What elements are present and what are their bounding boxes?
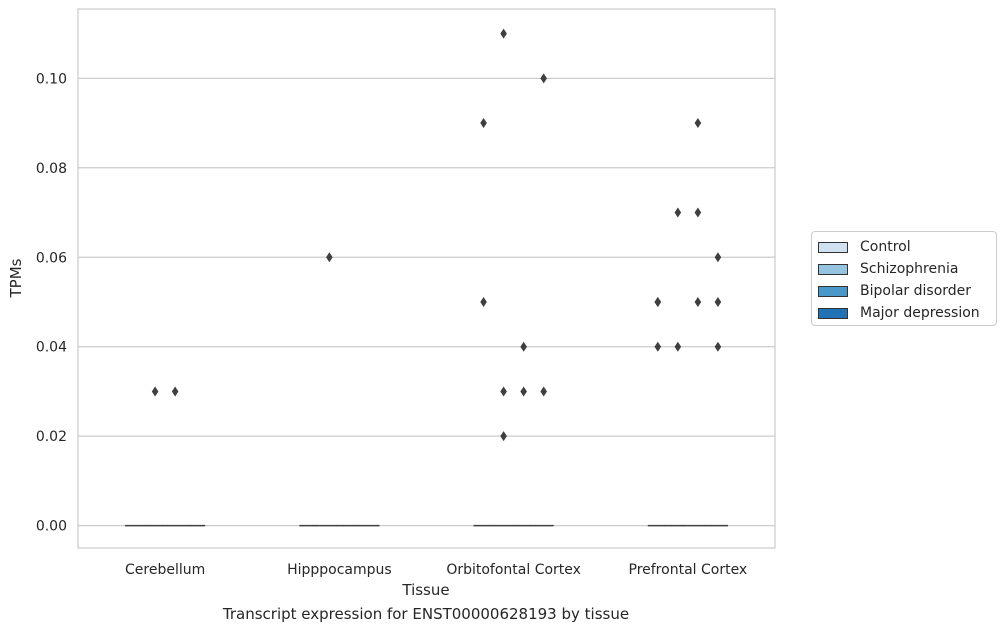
legend-item-control: Control [818,236,990,258]
x-axis-label: Tissue [401,581,449,599]
legend-label-bipolar-disorder: Bipolar disorder [860,283,972,299]
legend-label-major-depression: Major depression [860,305,980,321]
gridlines [78,77,775,527]
outlier-point [326,252,333,263]
legend-label-schizophrenia: Schizophrenia [860,261,959,277]
outlier-point [520,386,527,397]
outlier-point [694,296,702,307]
outlier-point [480,296,487,307]
y-tick-label: 0.04 [36,340,67,356]
outlier-point [540,386,547,397]
legend-swatch-major-depression [818,307,848,319]
legend-swatch-bipolar-disorder [818,285,848,297]
legend-label-control: Control [860,239,911,255]
y-tick-label: 0.08 [36,161,67,177]
outlier-point [654,341,662,352]
plot-frame [77,8,776,549]
outlier-point [694,118,702,129]
outlier-point [714,252,722,263]
outlier-point [694,207,702,218]
outlier-point [540,73,547,84]
y-axis-label: TPMs [7,258,25,298]
outlier-point [714,296,722,307]
x-tick-label: Prefrontal Cortex [629,562,748,578]
outlier-point [674,207,682,218]
x-tick-labels: Cerebellum Hipppocampus Orbitofontal Corte… [125,562,747,578]
x-tick-label: Orbitofontal Cortex [446,562,581,578]
outlier-point [520,341,527,352]
outlier-point [500,431,507,442]
outlier-point [151,386,159,397]
outlier-point [171,386,179,397]
legend-item-major-depression: Major depression [818,302,990,324]
x-tick-label: Hipppocampus [287,562,392,578]
legend-item-schizophrenia: Schizophrenia [818,258,990,280]
outlier-point [714,341,722,352]
y-tick-label: 0.00 [36,519,67,535]
outlier-point [654,296,662,307]
outlier-point [500,386,507,397]
outlier-point [480,118,487,129]
chart-caption: Transcript expression for ENST0000062819… [222,605,630,623]
x-tick-label: Cerebellum [125,562,205,578]
y-tick-label: 0.06 [36,250,67,266]
outliers [151,28,722,442]
legend-item-bipolar-disorder: Bipolar disorder [818,280,990,302]
y-tick-label: 0.02 [36,429,67,445]
legend-swatch-schizophrenia [818,263,848,275]
legend: Control Schizophrenia Bipolar disorder M… [811,231,997,326]
y-tick-labels: 0.00 0.02 0.04 0.06 0.08 0.10 [36,71,67,534]
outlier-point [500,28,507,39]
outlier-point [674,341,682,352]
legend-swatch-control [818,241,848,253]
y-tick-label: 0.10 [36,71,67,87]
